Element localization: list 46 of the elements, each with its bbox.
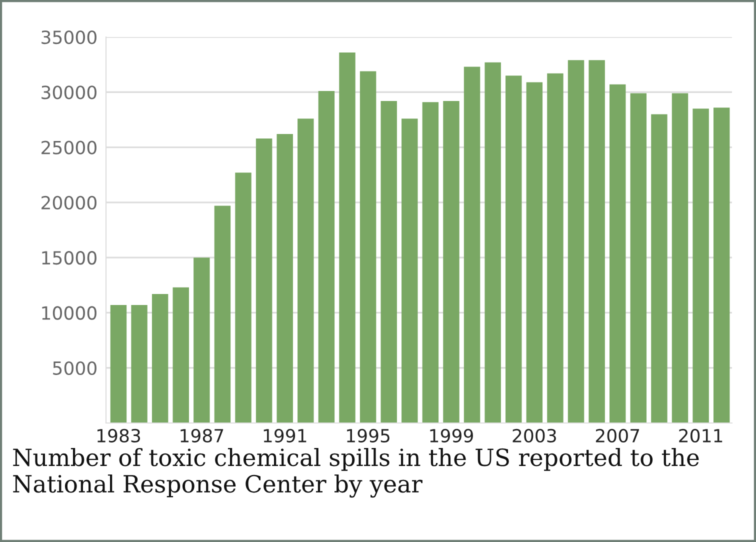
bar [610,84,626,423]
x-tick-label: 1995 [347,428,390,443]
bar [568,60,584,423]
bar [318,91,335,423]
bar [152,294,168,423]
bar [276,134,293,423]
y-tick-label: 5000 [53,361,96,375]
bar [339,52,356,423]
bar [214,206,231,423]
bar [110,304,127,423]
x-tick-label: 1987 [180,428,224,443]
bar [402,118,418,423]
y-tick-label: 35000 [42,30,96,44]
bar [484,62,501,423]
bar [131,304,148,423]
bar [298,118,314,423]
text: Number of toxic chemical spills in the US reported to the National Response Center by year [13,448,699,498]
x-tick-label: 2007 [596,428,640,443]
x-tick-label: 1983 [97,428,140,443]
y-tick-label: 15000 [42,251,96,265]
bar [692,108,709,423]
bar [380,100,397,423]
bar [235,172,252,423]
bar [630,93,647,423]
bar [172,287,189,423]
bar [422,102,439,423]
bar [443,100,460,423]
x-tick-label: 2011 [679,428,722,443]
y-tick-label: 25000 [42,140,96,154]
bar [672,93,688,423]
bar [713,108,730,423]
bar [506,76,522,423]
bar [360,71,376,423]
bar [588,60,605,423]
bar [256,138,272,423]
x-tick-label: 1999 [430,428,473,443]
bar [526,82,543,423]
bar [464,66,480,423]
bar [651,114,668,423]
bar [547,73,564,423]
x-tick-label: 1991 [264,428,306,443]
bar [194,258,210,423]
y-tick-label: 20000 [42,196,96,210]
y-tick-label: 10000 [42,306,96,320]
x-tick-label: 2003 [512,428,556,443]
y-tick-label: 30000 [42,86,96,100]
